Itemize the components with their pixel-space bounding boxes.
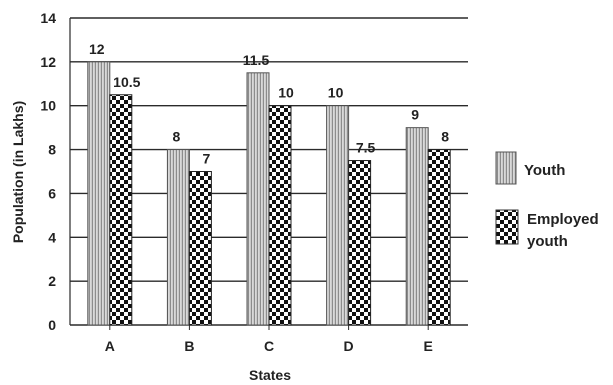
bars: [87, 61, 451, 326]
y-tick-label: 6: [48, 185, 56, 201]
data-label-employed-youth-d: 7.5: [356, 140, 376, 156]
legend: Youth Employed youth: [495, 151, 599, 250]
data-label-employed-youth-b: 7: [203, 151, 211, 167]
data-label-youth-d: 10: [328, 85, 344, 101]
legend-label-youth: Youth: [524, 162, 565, 179]
y-axis: 0 2 4 6 8 10 12 14: [40, 10, 71, 333]
y-tick-label: 10: [40, 98, 56, 114]
bar-youth-d: [326, 105, 350, 326]
legend-label-employed-youth-line2: youth: [527, 233, 568, 250]
x-tick-label: D: [344, 338, 354, 354]
x-tick-label: B: [184, 338, 194, 354]
y-tick-label: 14: [40, 10, 56, 26]
y-tick-label: 2: [48, 273, 56, 289]
y-tick-label: 4: [48, 229, 56, 245]
x-axis-title: States: [249, 367, 291, 383]
data-label-employed-youth-c: 10: [278, 85, 294, 101]
bar-youth-a: [87, 61, 111, 326]
data-label-youth-e: 9: [411, 107, 419, 123]
bar-youth-b: [166, 149, 190, 326]
bar-employed-youth-d: [348, 160, 372, 326]
bar-youth-c: [246, 72, 270, 326]
data-label-youth-a: 12: [89, 41, 105, 57]
x-tick-label: E: [424, 338, 433, 354]
data-labels: 12 10.5 8 7 11.5 10 10 7.5 9 8: [89, 41, 449, 167]
bar-employed-youth-a: [109, 94, 133, 326]
y-tick-label: 12: [40, 54, 56, 70]
data-label-employed-youth-a: 10.5: [113, 74, 140, 90]
legend-swatch-youth: [495, 151, 517, 185]
data-label-youth-c: 11.5: [243, 52, 270, 68]
x-tick-label: C: [264, 338, 274, 354]
legend-label-employed-youth-line1: Employed: [527, 211, 599, 228]
data-label-employed-youth-e: 8: [441, 129, 449, 145]
y-axis-title: Population (in Lakhs): [10, 101, 26, 243]
x-axis: A B C D E: [70, 324, 468, 354]
legend-swatch-employed-youth: [495, 209, 519, 245]
x-tick-label: A: [105, 338, 115, 354]
bar-employed-youth-e: [427, 149, 451, 326]
bar-youth-e: [405, 127, 429, 326]
bar-employed-youth-b: [188, 171, 212, 326]
y-tick-label: 8: [48, 142, 56, 158]
y-tick-label: 0: [48, 317, 56, 333]
bar-employed-youth-c: [268, 105, 292, 326]
data-label-youth-b: 8: [173, 129, 181, 145]
